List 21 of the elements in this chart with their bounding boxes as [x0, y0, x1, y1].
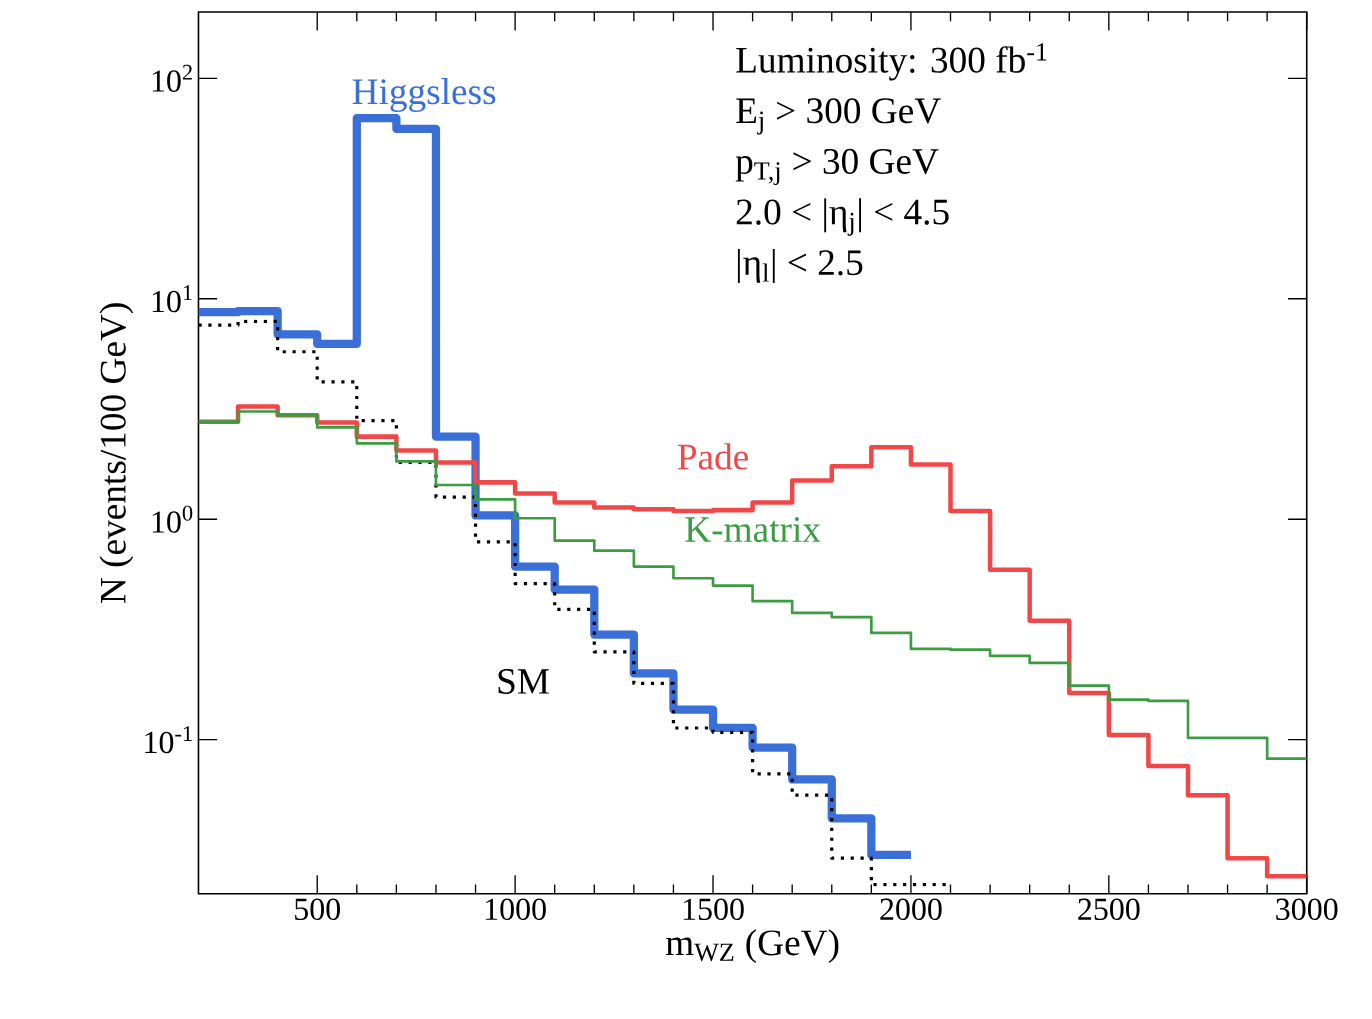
- annotation: 2.0 < |η$_{j}$| < 4.5: [736, 198, 949, 236]
- annotation: |η$_{l}$| < 2.5: [737, 248, 863, 283]
- y-axis-title: N (events/100 GeV): [99, 303, 134, 604]
- x-tick-label: 1500: [683, 898, 744, 921]
- annotation: Luminosity: 300 fb$^{-1}$: [736, 43, 1047, 81]
- y-tick-label: 10$^{-1}$: [145, 726, 192, 754]
- x-tick-label: 3000: [1276, 898, 1338, 921]
- y-tick-label: 10$^{0}$: [152, 505, 193, 533]
- x-axis-title: m$_{WZ}$ (GeV): [665, 929, 839, 964]
- annotation: p$_{T,j}$ > 30 GeV: [735, 148, 939, 186]
- x-tick-label: 2500: [1078, 898, 1140, 921]
- series-label: Pade: [677, 443, 748, 470]
- y-tick-label: 10$^{2}$: [152, 64, 192, 92]
- x-tick-label: 500: [295, 898, 340, 921]
- series-label: K-matrix: [685, 517, 821, 543]
- x-tick-label: 1000: [485, 898, 546, 921]
- series-label: Higgsless: [352, 78, 496, 112]
- y-tick-label: 10$^{1}$: [152, 285, 192, 313]
- series-label: SM: [498, 668, 549, 694]
- annotation: E$_{j}$ > 300 GeV: [736, 98, 941, 135]
- x-tick-label: 2000: [880, 898, 942, 921]
